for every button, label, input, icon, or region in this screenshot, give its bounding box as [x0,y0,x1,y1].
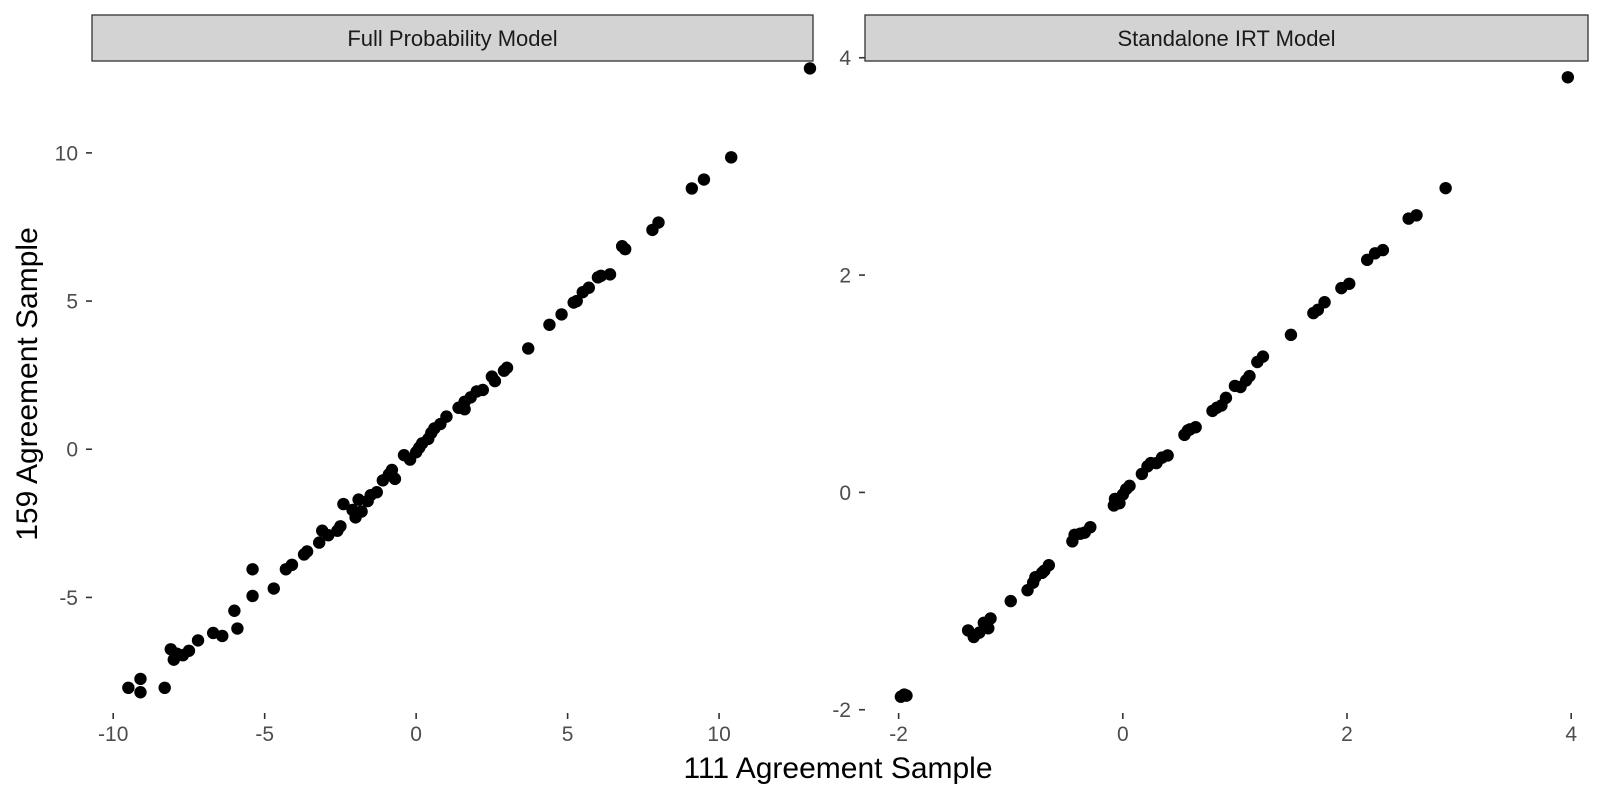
data-point [1243,369,1256,383]
data-point [488,374,502,388]
x-tick-label: 5 [562,723,574,746]
x-tick-label: -5 [255,723,274,746]
facet-strip-title: Standalone IRT Model [1117,26,1335,51]
data-point [134,672,147,686]
data-point [476,383,489,397]
data-point [1343,277,1356,290]
data-point [1189,421,1202,434]
data-point [652,216,665,229]
data-point [313,536,326,549]
data-point [570,294,583,308]
data-point [388,472,402,486]
data-point [246,589,259,603]
data-point [522,342,535,355]
data-point [191,634,205,647]
data-point [603,268,617,281]
y-tick-label: 10 [55,142,78,165]
x-tick-label: 0 [410,723,422,746]
data-point [803,62,817,75]
data-point [370,486,383,499]
data-point [337,497,350,511]
x-tick-label: 10 [707,723,730,746]
data-point [231,622,244,635]
data-point [984,612,997,625]
data-point [1084,520,1097,534]
facet-panels: Full Probability Model -10 -5 0 5 10 -5 0 5 10 Sta… [55,14,1589,746]
data-point [1042,559,1056,572]
data-point [594,269,608,283]
y-tick-label: 4 [839,47,851,70]
data-point [182,644,196,657]
data-point [352,493,365,506]
data-point [1561,71,1575,84]
data-point [216,629,229,643]
data-point [228,604,241,617]
data-point [334,520,347,533]
data-point [1219,391,1233,405]
data-point [1439,181,1452,195]
data-point [1318,296,1331,309]
y-tick-label: 5 [66,291,78,314]
data-point [440,410,453,423]
x-tick-label: -2 [889,723,908,746]
data-point [1284,328,1298,342]
x-tick-label: 0 [1117,723,1129,746]
data-point [1004,594,1017,608]
data-point [555,308,568,321]
facet-strip [864,14,1589,62]
x-tick-label: -10 [98,723,128,746]
facet-strip-title: Full Probability Model [347,26,557,51]
data-point [1161,449,1174,462]
x-tick-label: 2 [1341,723,1353,746]
data-point [500,361,514,374]
data-point [158,681,171,695]
panel-2: Standalone IRT Model -2 0 2 4 -2 0 2 4 [832,14,1589,746]
y-tick-label: 0 [66,439,78,462]
x-axis-title: 111 Agreement Sample [683,752,992,785]
data-point [900,689,913,702]
data-point [697,173,711,186]
data-point [618,242,632,256]
data-point [1410,209,1423,222]
data-point [725,151,738,164]
data-point [1376,243,1390,257]
data-point [134,686,147,699]
data-point [543,318,556,331]
data-point [355,505,368,518]
data-point [1123,479,1136,493]
data-point [122,681,135,695]
facet-strip [91,14,814,62]
x-tick-label: 4 [1565,723,1577,746]
panel-1: Full Probability Model -10 -5 0 5 10 -5 0 5 10 [55,14,817,746]
data-point [582,281,596,294]
y-tick-label: -2 [832,699,851,722]
data-point [982,622,995,635]
y-tick-label: 2 [839,265,851,288]
data-point [246,563,259,576]
data-point [300,545,314,558]
y-axis-title: 159 Agreement Sample [11,227,44,541]
data-point [285,558,299,572]
y-tick-label: -5 [59,587,78,610]
data-point [1256,350,1270,363]
data-point [685,182,699,195]
data-point [267,582,280,595]
y-tick-label: 0 [839,482,851,505]
